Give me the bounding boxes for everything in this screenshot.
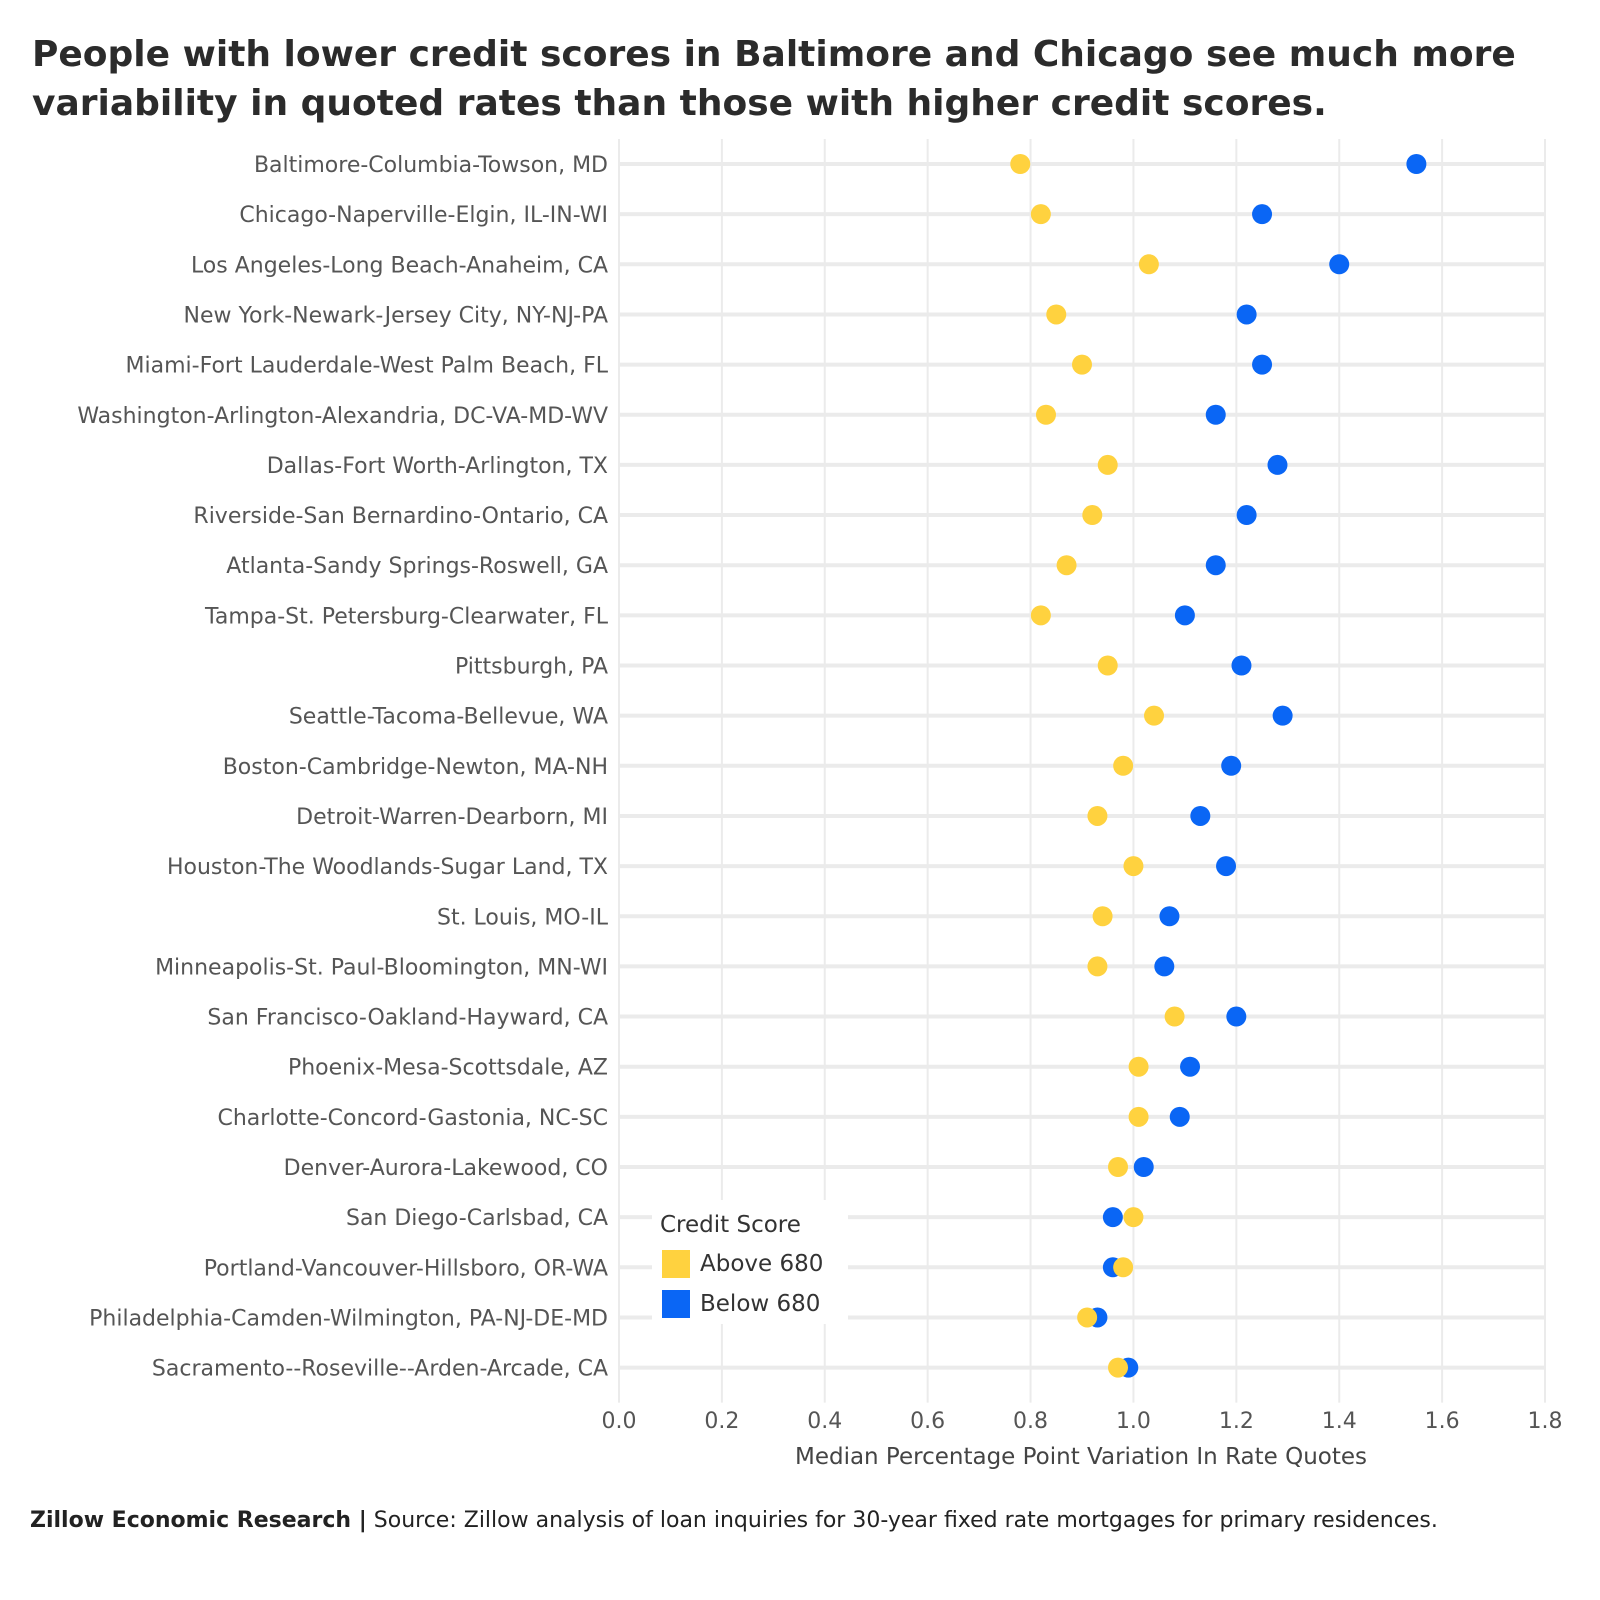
category-label: Portland-Vancouver-Hillsboro, OR-WA [204, 1256, 608, 1281]
data-point-above-680 [1087, 805, 1108, 826]
legend-label-above-680: Above 680 [700, 1251, 824, 1277]
category-label: Baltimore-Columbia-Towson, MD [254, 153, 608, 178]
data-point-below-680 [1329, 254, 1350, 275]
data-point-above-680 [1030, 204, 1051, 225]
data-point-above-680 [1097, 655, 1118, 676]
data-point-above-680 [1035, 404, 1056, 425]
data-point-below-680 [1236, 505, 1257, 526]
data-point-below-680 [1169, 1106, 1190, 1127]
data-point-above-680 [1010, 154, 1031, 174]
category-label: Phoenix-Mesa-Scottsdale, AZ [288, 1056, 608, 1081]
category-label: Los Angeles-Long Beach-Anaheim, CA [191, 253, 608, 278]
data-point-above-680 [1030, 605, 1051, 626]
data-point-below-680 [1252, 204, 1273, 225]
data-point-below-680 [1174, 605, 1195, 626]
category-labels: Baltimore-Columbia-Towson, MD Chicago-Nap… [77, 153, 608, 1382]
data-point-above-680 [1072, 354, 1092, 375]
x-tick-label: 0.6 [910, 1409, 945, 1434]
data-point-above-680 [1056, 555, 1077, 576]
data-point-above-680 [1108, 1357, 1129, 1378]
x-tick-label: 1.0 [1116, 1409, 1151, 1434]
data-point-above-680 [1128, 1056, 1149, 1077]
data-point-above-680 [1097, 454, 1118, 475]
data-point-below-680 [1226, 1006, 1247, 1027]
data-point-below-680 [1216, 856, 1237, 877]
x-axis-title: Median Percentage Point Variation In Rat… [795, 1444, 1367, 1470]
category-label: Sacramento--Roseville--Arden-Arcade, CA [152, 1357, 608, 1382]
data-point-above-680 [1082, 505, 1103, 526]
category-label: Charlotte-Concord-Gastonia, NC-SC [218, 1106, 609, 1131]
data-point-below-680 [1272, 705, 1293, 726]
data-point-below-680 [1231, 655, 1252, 676]
category-label: Houston-The Woodlands-Sugar Land, TX [167, 855, 608, 880]
x-tick-label: 1.4 [1322, 1409, 1357, 1434]
caption-source: Source: Zillow analysis of loan inquirie… [373, 1508, 1438, 1533]
x-tick-labels: 0.0 0.2 0.4 0.6 0.8 1.0 1.2 1.4 1.6 1.8 [602, 1409, 1563, 1434]
category-label: Chicago-Naperville-Elgin, IL-IN-WI [239, 203, 608, 228]
category-label: Boston-Cambridge-Newton, MA-NH [223, 755, 608, 780]
data-point-below-680 [1205, 555, 1226, 576]
data-point-below-680 [1180, 1056, 1201, 1077]
category-label: San Francisco-Oakland-Hayward, CA [207, 1006, 608, 1031]
category-label: Atlanta-Sandy Springs-Roswell, GA [226, 554, 608, 579]
data-point-above-680 [1087, 956, 1108, 977]
data-point-above-680 [1108, 1157, 1129, 1177]
data-point-above-680 [1123, 856, 1144, 877]
category-label: Seattle-Tacoma-Bellevue, WA [289, 705, 608, 730]
data-point-below-680 [1236, 304, 1257, 325]
category-label: Tampa-St. Petersburg-Clearwater, FL [204, 604, 609, 629]
category-label: Dallas-Fort Worth-Arlington, TX [267, 454, 608, 479]
x-tick-label: 0.2 [704, 1409, 739, 1434]
category-label: Washington-Arlington-Alexandria, DC-VA-M… [77, 404, 608, 429]
data-points [1010, 154, 1427, 1378]
caption-brand: Zillow Economic Research | [30, 1508, 367, 1533]
data-point-below-680 [1267, 454, 1288, 475]
data-point-above-680 [1046, 304, 1067, 325]
data-point-above-680 [1113, 1257, 1134, 1278]
data-point-above-680 [1092, 906, 1113, 927]
dot-plot: Baltimore-Columbia-Towson, MD Chicago-Nap… [77, 139, 1563, 1470]
data-point-above-680 [1128, 1106, 1149, 1127]
data-point-below-680 [1133, 1157, 1154, 1177]
data-point-above-680 [1138, 254, 1159, 275]
x-tick-label: 0.4 [807, 1409, 842, 1434]
data-point-below-680 [1190, 805, 1211, 826]
category-label: St. Louis, MO-IL [437, 905, 609, 930]
category-label: Pittsburgh, PA [455, 655, 608, 680]
category-label: Miami-Fort Lauderdale-West Palm Beach, F… [126, 354, 609, 379]
data-point-above-680 [1164, 1006, 1185, 1027]
category-label: San Diego-Carlsbad, CA [346, 1206, 608, 1231]
category-label: Riverside-San Bernardino-Ontario, CA [193, 504, 608, 529]
data-point-below-680 [1406, 154, 1427, 174]
data-point-below-680 [1252, 354, 1273, 375]
x-tick-label: 1.2 [1219, 1409, 1254, 1434]
legend-swatch-above-680 [662, 1250, 690, 1278]
x-tick-label: 0.0 [602, 1409, 637, 1434]
legend-label-below-680: Below 680 [700, 1291, 821, 1317]
data-point-above-680 [1077, 1307, 1098, 1328]
data-point-above-680 [1123, 1207, 1144, 1228]
legend-title: Credit Score [660, 1212, 801, 1238]
data-point-above-680 [1113, 755, 1134, 776]
data-point-below-680 [1159, 906, 1180, 927]
data-point-below-680 [1102, 1207, 1123, 1228]
data-point-above-680 [1144, 705, 1165, 726]
category-label: Denver-Aurora-Lakewood, CO [284, 1156, 608, 1181]
category-label: Detroit-Warren-Dearborn, MI [296, 805, 608, 830]
category-label: Philadelphia-Camden-Wilmington, PA-NJ-DE… [89, 1306, 608, 1331]
source-caption: Zillow Economic Research | Source: Zillo… [30, 1508, 1438, 1533]
chart-title: People with lower credit scores in Balti… [32, 34, 1516, 124]
data-point-below-680 [1154, 956, 1175, 977]
category-label: Minneapolis-St. Paul-Bloomington, MN-WI [155, 955, 608, 980]
x-tick-label: 0.8 [1013, 1409, 1048, 1434]
x-tick-label: 1.8 [1528, 1409, 1563, 1434]
data-point-below-680 [1221, 755, 1242, 776]
legend-swatch-below-680 [662, 1290, 690, 1318]
category-label: New York-Newark-Jersey City, NY-NJ-PA [183, 303, 608, 328]
legend: Credit Score Above 680 Below 680 [652, 1200, 848, 1324]
data-point-below-680 [1205, 404, 1226, 425]
x-tick-label: 1.6 [1425, 1409, 1460, 1434]
